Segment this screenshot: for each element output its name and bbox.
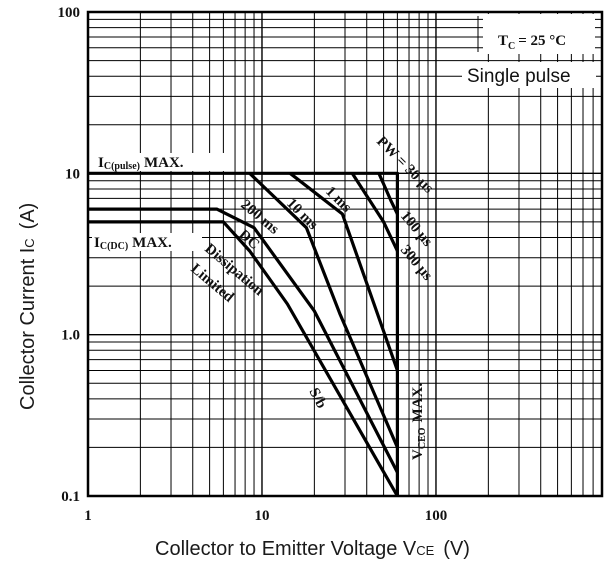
x-tick-label: 100 <box>425 508 448 524</box>
y-tick-label: 100 <box>58 5 81 21</box>
curve-200-ms <box>88 207 399 474</box>
ms10-label: 10 ms <box>283 196 321 234</box>
curve-10-ms <box>248 172 399 449</box>
curve-1-ms <box>289 172 399 372</box>
legend-mode: Single pulse <box>467 66 571 87</box>
curve-group <box>88 171 399 497</box>
y-tick-label: 0.1 <box>61 489 80 505</box>
x-tick-label: 10 <box>254 508 269 524</box>
legend-tc: T <box>498 33 508 49</box>
ic-dc-label: IC(DC) MAX. <box>94 235 172 252</box>
annotations: IC(pulse) MAX. IC(DC) MAX. Dissipation Lim… <box>92 134 436 460</box>
legend-box: TC = 25 °C Single pulse <box>462 14 596 88</box>
y-axis-label: Collector Current IC(A) <box>17 203 39 410</box>
x-axis-label: Collector to Emitter Voltage VCE (V) <box>155 538 470 560</box>
tick-labels: 1 10 100 0.1 1.0 10 100 <box>58 5 448 524</box>
vceo-label: VCEOMAX. <box>410 383 428 460</box>
curve-pw-30-s <box>88 171 399 496</box>
y-tick-label: 1.0 <box>61 328 80 344</box>
ic-pulse-label: IC(pulse) MAX. <box>98 155 184 172</box>
legend-tc-sub: C <box>508 41 515 52</box>
legend-tc-value: = 25 °C <box>518 33 566 49</box>
us100-label: 100 µs <box>397 208 436 250</box>
dc-label: DC <box>235 227 262 253</box>
curve-300-s <box>350 172 399 252</box>
curve-dc <box>88 220 399 497</box>
x-tick-label: 1 <box>84 508 92 524</box>
curve-100-s <box>377 172 399 215</box>
svg-text:TC= 25 °C: TC = 25 °C <box>498 33 566 52</box>
us300-label: 300 µs <box>397 242 436 284</box>
plot-frame <box>86 10 604 498</box>
pw-label: PW = 30 µs <box>373 134 436 197</box>
sb-label: S/b <box>305 385 329 411</box>
y-tick-label: 10 <box>65 166 80 182</box>
